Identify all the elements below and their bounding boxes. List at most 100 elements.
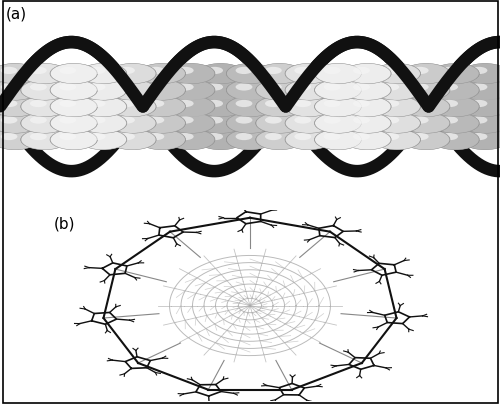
Circle shape bbox=[206, 100, 223, 108]
Circle shape bbox=[30, 84, 47, 92]
Circle shape bbox=[226, 81, 274, 101]
Circle shape bbox=[441, 84, 458, 92]
Circle shape bbox=[108, 97, 156, 117]
Circle shape bbox=[226, 81, 274, 101]
Circle shape bbox=[256, 130, 304, 151]
Circle shape bbox=[80, 64, 126, 84]
Circle shape bbox=[373, 113, 421, 134]
Circle shape bbox=[256, 64, 304, 85]
Circle shape bbox=[226, 113, 274, 134]
Circle shape bbox=[108, 81, 156, 101]
Circle shape bbox=[286, 97, 332, 117]
Circle shape bbox=[294, 100, 311, 108]
Circle shape bbox=[168, 114, 214, 134]
Circle shape bbox=[168, 81, 214, 101]
Circle shape bbox=[315, 130, 362, 150]
Circle shape bbox=[314, 81, 362, 101]
Circle shape bbox=[50, 113, 98, 134]
Circle shape bbox=[60, 84, 76, 92]
Circle shape bbox=[324, 100, 340, 108]
Circle shape bbox=[0, 97, 39, 117]
Circle shape bbox=[80, 97, 126, 117]
Circle shape bbox=[236, 117, 252, 124]
Circle shape bbox=[20, 113, 68, 134]
Circle shape bbox=[177, 84, 194, 92]
Circle shape bbox=[0, 64, 38, 84]
Circle shape bbox=[60, 117, 76, 124]
Circle shape bbox=[109, 97, 156, 117]
Circle shape bbox=[88, 68, 106, 75]
Circle shape bbox=[50, 81, 97, 101]
Circle shape bbox=[256, 97, 302, 117]
Circle shape bbox=[79, 130, 127, 151]
Circle shape bbox=[432, 81, 480, 101]
Circle shape bbox=[60, 100, 76, 108]
Circle shape bbox=[138, 81, 185, 101]
Circle shape bbox=[226, 130, 274, 151]
Circle shape bbox=[315, 97, 362, 117]
Circle shape bbox=[402, 130, 450, 151]
Circle shape bbox=[167, 113, 215, 134]
Circle shape bbox=[265, 84, 282, 92]
Circle shape bbox=[374, 81, 420, 101]
Circle shape bbox=[167, 130, 215, 151]
Circle shape bbox=[21, 64, 68, 84]
Circle shape bbox=[256, 64, 302, 84]
Circle shape bbox=[198, 64, 244, 84]
Circle shape bbox=[315, 64, 362, 84]
Circle shape bbox=[441, 134, 458, 141]
Circle shape bbox=[168, 97, 214, 117]
Circle shape bbox=[0, 134, 18, 141]
Circle shape bbox=[30, 134, 47, 141]
Circle shape bbox=[0, 64, 39, 85]
Circle shape bbox=[79, 64, 127, 85]
Circle shape bbox=[403, 114, 450, 134]
Circle shape bbox=[344, 64, 392, 85]
Circle shape bbox=[138, 130, 185, 150]
Circle shape bbox=[109, 114, 156, 134]
Circle shape bbox=[462, 64, 500, 84]
Circle shape bbox=[118, 134, 135, 141]
Circle shape bbox=[196, 64, 244, 85]
Circle shape bbox=[353, 117, 370, 124]
Circle shape bbox=[402, 64, 450, 85]
Circle shape bbox=[403, 64, 450, 84]
Circle shape bbox=[226, 114, 274, 134]
Circle shape bbox=[138, 114, 185, 134]
Circle shape bbox=[441, 68, 458, 75]
Circle shape bbox=[353, 134, 370, 141]
Circle shape bbox=[256, 81, 302, 101]
Circle shape bbox=[314, 97, 362, 117]
Circle shape bbox=[284, 113, 333, 134]
Circle shape bbox=[60, 68, 76, 75]
Circle shape bbox=[79, 113, 127, 134]
Circle shape bbox=[138, 64, 186, 85]
Circle shape bbox=[265, 100, 282, 108]
Circle shape bbox=[50, 64, 97, 84]
Circle shape bbox=[88, 134, 106, 141]
Circle shape bbox=[462, 81, 500, 101]
Circle shape bbox=[50, 81, 98, 101]
Circle shape bbox=[236, 68, 252, 75]
Circle shape bbox=[412, 68, 428, 75]
Circle shape bbox=[382, 68, 400, 75]
Circle shape bbox=[374, 130, 420, 150]
Circle shape bbox=[0, 81, 39, 101]
Circle shape bbox=[470, 117, 488, 124]
Circle shape bbox=[324, 68, 340, 75]
Circle shape bbox=[226, 130, 274, 150]
Circle shape bbox=[461, 81, 500, 101]
Circle shape bbox=[432, 64, 480, 85]
Circle shape bbox=[21, 130, 68, 150]
Circle shape bbox=[256, 97, 304, 117]
Circle shape bbox=[412, 134, 428, 141]
Circle shape bbox=[265, 117, 282, 124]
Circle shape bbox=[236, 134, 252, 141]
Circle shape bbox=[198, 97, 244, 117]
Circle shape bbox=[138, 64, 185, 84]
Circle shape bbox=[30, 117, 47, 124]
Circle shape bbox=[374, 97, 420, 117]
Circle shape bbox=[314, 64, 362, 85]
Circle shape bbox=[0, 117, 18, 124]
Circle shape bbox=[177, 68, 194, 75]
